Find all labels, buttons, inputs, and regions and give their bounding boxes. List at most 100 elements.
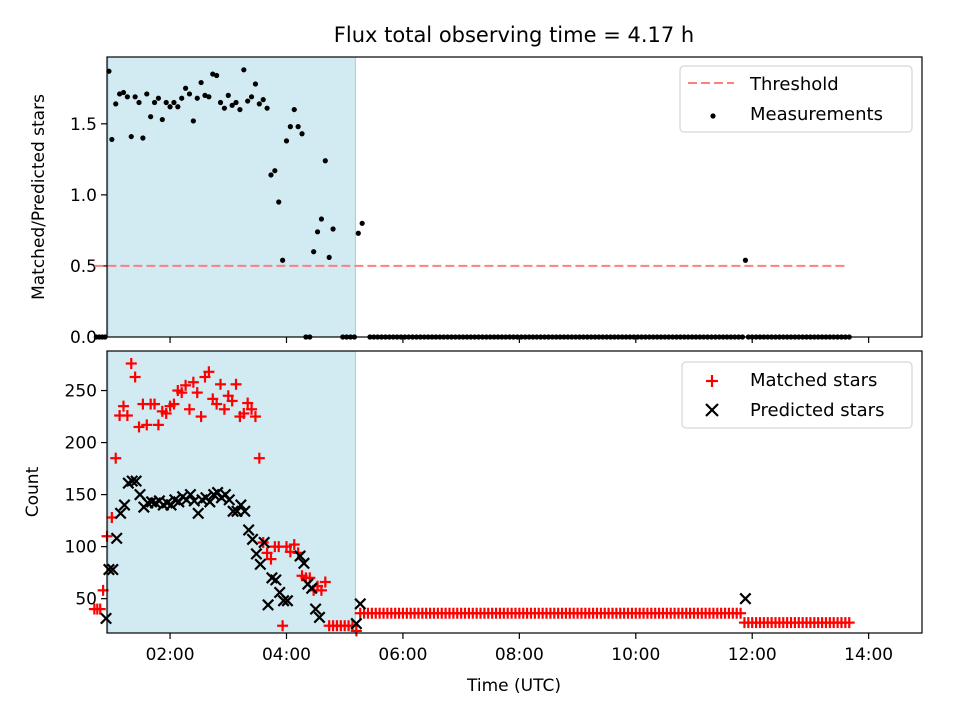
top-y-axis: 0.0 0.5 1.0 1.5 <box>70 115 107 348</box>
predicted-star-point <box>246 533 259 546</box>
predicted-star-point <box>110 532 123 545</box>
bottom-x-tick-label: 02:00 <box>146 645 195 665</box>
matched-star-point <box>160 407 172 419</box>
measurement-point <box>283 138 290 144</box>
bottom-x-axis: 02:00 04:00 06:00 08:00 10:00 12:00 14:00 <box>146 633 893 665</box>
matched-star-point <box>141 419 153 431</box>
predicted-star-point <box>350 617 363 630</box>
matched-star-point <box>211 398 223 410</box>
bottom-y-tick-label: 250 <box>65 382 97 402</box>
matched-star-point <box>261 547 273 559</box>
matched-star-point <box>168 398 180 410</box>
bottom-x-tick-label: 14:00 <box>844 645 893 665</box>
predicted-star-point <box>354 597 367 610</box>
measurement-point <box>198 79 204 86</box>
measurement-point <box>194 95 200 101</box>
measurement-point <box>148 114 154 120</box>
bottom-x-tick-label: 12:00 <box>728 645 777 665</box>
bottom-y-axis: 50 100 150 200 250 <box>65 382 107 610</box>
matched-star-point <box>121 410 133 422</box>
top-y-tick-label: 1.0 <box>70 186 97 206</box>
bottom-y-tick-label: 50 <box>75 590 97 610</box>
legend-predicted-label: Predicted stars <box>750 400 884 421</box>
measurement-point <box>113 101 119 107</box>
measurement-point <box>190 118 196 124</box>
measurement-point <box>102 334 108 340</box>
matched-star-point <box>277 620 289 632</box>
legend-measurements-label: Measurements <box>750 104 883 125</box>
top-y-axis-label: Matched/Predicted stars <box>29 94 49 300</box>
bottom-legend-box <box>681 361 913 429</box>
measurement-point <box>330 226 336 232</box>
measurement-point <box>225 92 231 98</box>
predicted-star-point <box>309 603 322 616</box>
predicted-star-point <box>106 563 119 576</box>
matched-star-point <box>125 357 137 369</box>
matched-star-point <box>110 452 122 464</box>
measurement-point <box>109 136 115 143</box>
matched-stars-points <box>88 357 855 637</box>
measurement-point <box>252 81 259 87</box>
predicted-star-point <box>250 547 263 560</box>
measurement-point <box>128 133 134 140</box>
measurement-point <box>124 94 130 100</box>
top-x-ticks <box>169 337 870 343</box>
measurement-point <box>311 249 317 255</box>
measurement-point <box>163 99 169 106</box>
top-legend: Threshold Measurements <box>679 65 913 133</box>
measurement-point <box>229 102 235 108</box>
measurement-point <box>287 124 293 130</box>
measurement-point <box>237 106 243 113</box>
matched-star-point <box>195 411 207 423</box>
predicted-star-point <box>234 499 247 511</box>
measurement-point <box>280 257 286 263</box>
bottom-x-tick-label: 06:00 <box>378 645 427 665</box>
matched-star-point <box>187 376 199 388</box>
predicted-star-point <box>100 612 113 625</box>
top-y-tick-label: 1.5 <box>70 115 97 135</box>
measurement-point <box>322 158 328 164</box>
bottom-x-tick-label: 10:00 <box>611 645 660 665</box>
measurement-point <box>272 168 278 174</box>
predicted-star-point <box>739 592 752 605</box>
measurement-point <box>248 94 255 100</box>
matched-star-point <box>152 419 164 431</box>
matched-star-point <box>230 378 242 390</box>
matched-star-point <box>319 576 331 588</box>
matched-star-point <box>94 603 106 615</box>
measurement-point <box>155 95 162 101</box>
x-axis-label: Time (UTC) <box>466 676 561 696</box>
matched-star-point <box>117 400 129 412</box>
predicted-star-point <box>118 499 131 511</box>
matched-star-point <box>315 584 327 596</box>
measurement-point <box>206 94 212 100</box>
matched-star-point <box>176 387 188 399</box>
measurement-point <box>221 105 227 111</box>
predicted-star-point <box>262 598 275 611</box>
predicted-star-point <box>238 505 251 518</box>
predicted-star-point <box>294 550 307 562</box>
matched-star-point <box>183 403 195 415</box>
measurement-point <box>264 105 270 111</box>
measurement-point <box>233 99 239 106</box>
measurement-point <box>314 229 321 235</box>
bottom-y-axis-label: Count <box>23 466 43 517</box>
predicted-star-point <box>114 507 127 520</box>
matched-star-point <box>238 407 250 419</box>
measurement-point <box>318 216 325 222</box>
predicted-star-point <box>269 573 282 586</box>
bottom-axes-frame <box>106 350 923 634</box>
measurement-point <box>326 254 332 261</box>
legend-matched-label: Matched stars <box>750 370 877 391</box>
bottom-x-tick-label: 08:00 <box>495 645 544 665</box>
matched-star-point <box>253 452 265 464</box>
predicted-star-point <box>254 558 267 571</box>
bottom-y-tick-label: 200 <box>65 434 97 454</box>
predicted-star-point <box>277 594 290 607</box>
measurement-point <box>171 99 177 106</box>
matched-star-point <box>735 607 747 619</box>
chart-title: Flux total observing time = 4.17 h <box>334 23 694 47</box>
matched-star-point <box>242 397 254 409</box>
measurement-point <box>167 104 173 110</box>
measurement-point <box>214 72 220 79</box>
